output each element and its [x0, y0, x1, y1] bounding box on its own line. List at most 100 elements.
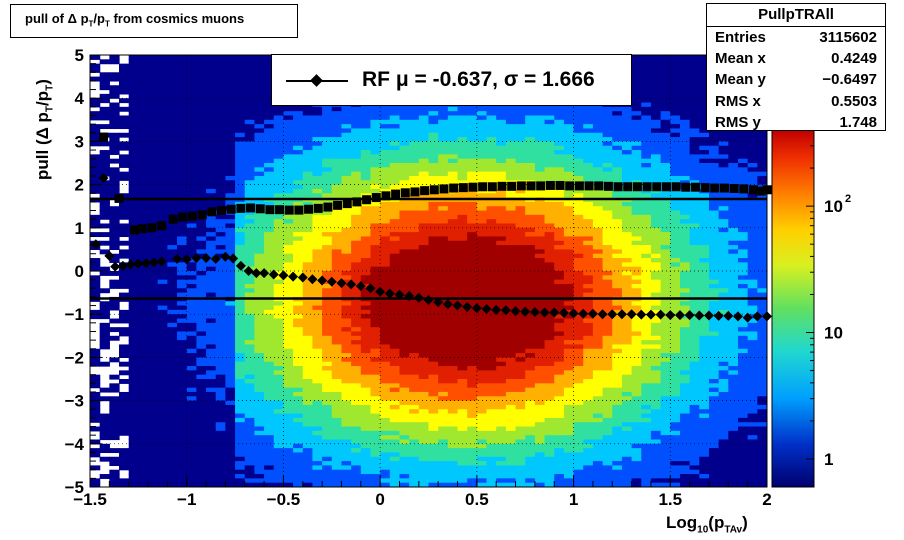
heatmap-cell: [138, 219, 149, 225]
heatmap-cell: [167, 262, 178, 268]
heatmap-cell: [370, 474, 381, 479]
heatmap-cell: [196, 245, 207, 250]
heatmap-cell: [157, 391, 168, 397]
heatmap-cell: [525, 128, 536, 134]
heatmap-cell: [177, 80, 188, 86]
heatmap-cell: [418, 253, 430, 259]
heatmap-cell: [119, 426, 130, 432]
heatmap-cell: [505, 340, 517, 346]
heatmap-cell: [148, 137, 159, 142]
heatmap-cell: [563, 331, 575, 337]
heatmap-cell: [447, 171, 459, 177]
heatmap-cell: [380, 275, 391, 281]
heatmap-cell: [128, 128, 139, 134]
heatmap-cell: [293, 430, 304, 436]
heatmap-cell: [544, 145, 555, 151]
heatmap-cell: [515, 137, 526, 142]
heatmap-cell: [341, 180, 352, 186]
heatmap-cell: [447, 417, 459, 423]
heatmap-cell: [215, 271, 226, 276]
heatmap-cell: [235, 163, 246, 168]
heatmap-cell: [273, 184, 285, 190]
heatmap-cell: [583, 193, 594, 199]
heatmap-cell: [525, 236, 536, 242]
heatmap-cell: [148, 180, 159, 186]
heatmap-cell: [476, 314, 488, 320]
heatmap-cell: [341, 456, 352, 462]
heatmap-cell: [148, 318, 159, 324]
heatmap-cell: [148, 219, 159, 225]
heatmap-cell: [380, 106, 391, 112]
heatmap-cell: [467, 404, 478, 410]
heatmap-cell: [563, 305, 575, 311]
heatmap-cell: [157, 348, 168, 354]
heatmap-cell: [312, 426, 323, 432]
heatmap-cell: [457, 175, 468, 181]
heatmap-cell: [167, 465, 178, 471]
heatmap-cell: [447, 158, 459, 164]
heatmap-cell: [428, 271, 439, 276]
heatmap-cell: [457, 219, 468, 225]
heatmap-cell: [341, 206, 352, 212]
heatmap-cell: [525, 469, 536, 475]
heatmap-cell: [312, 357, 323, 363]
heatmap-cell: [331, 236, 343, 242]
heatmap-cell: [351, 188, 362, 194]
heatmap-cell: [554, 482, 565, 487]
heatmap-cell: [90, 128, 101, 134]
heatmap-cell: [467, 193, 478, 199]
heatmap-cell: [244, 452, 256, 458]
heatmap-cell: [254, 348, 265, 354]
heatmap-cell: [273, 145, 285, 151]
heatmap-cell: [457, 223, 468, 229]
heatmap-cell: [109, 456, 120, 462]
heatmap-cell: [138, 63, 149, 69]
heatmap-cell: [418, 292, 430, 298]
heatmap-cell: [496, 258, 507, 263]
heatmap-cell: [438, 288, 449, 294]
heatmap-cell: [418, 283, 430, 289]
heatmap-cell: [496, 266, 507, 272]
heatmap-cell: [331, 366, 343, 371]
heatmap-cell: [331, 469, 343, 475]
heatmap-cell: [370, 262, 381, 268]
heatmap-cell: [360, 128, 372, 134]
heatmap-cell: [360, 227, 372, 233]
heatmap-cell: [389, 348, 401, 354]
heatmap-cell: [273, 344, 285, 350]
heatmap-cell: [476, 404, 488, 410]
heatmap-cell: [264, 193, 275, 199]
heatmap-cell: [206, 154, 217, 160]
heatmap-cell: [283, 413, 294, 419]
heatmap-cell: [505, 124, 517, 130]
heatmap-cell: [186, 193, 197, 199]
heatmap-cell: [264, 409, 275, 415]
heatmap-cell: [148, 240, 159, 246]
heatmap-cell: [148, 232, 159, 238]
heatmap-cell: [418, 331, 430, 337]
heatmap-cell: [206, 366, 217, 371]
heatmap-cell: [148, 383, 159, 389]
heatmap-cell: [534, 301, 546, 307]
heatmap-cell: [563, 461, 575, 466]
heatmap-cell: [438, 214, 449, 220]
heatmap-cell: [167, 422, 178, 428]
heatmap-cell: [534, 145, 546, 151]
heatmap-cell: [447, 443, 459, 449]
heatmap-cell: [225, 353, 236, 358]
heatmap-cell: [438, 262, 449, 268]
heatmap-cell: [583, 227, 594, 233]
heatmap-cell: [525, 430, 536, 436]
heatmap-cell: [283, 184, 294, 190]
heatmap-cell: [157, 210, 168, 216]
heatmap-cell: [119, 163, 130, 168]
heatmap-cell: [447, 314, 459, 320]
heatmap-cell: [438, 111, 449, 117]
heatmap-cell: [370, 461, 381, 466]
heatmap-cell: [505, 374, 517, 380]
heatmap-cell: [360, 322, 372, 328]
heatmap-cell: [583, 145, 594, 151]
heatmap-cell: [486, 383, 497, 389]
heatmap-cell: [573, 175, 584, 181]
heatmap-cell: [215, 258, 226, 263]
